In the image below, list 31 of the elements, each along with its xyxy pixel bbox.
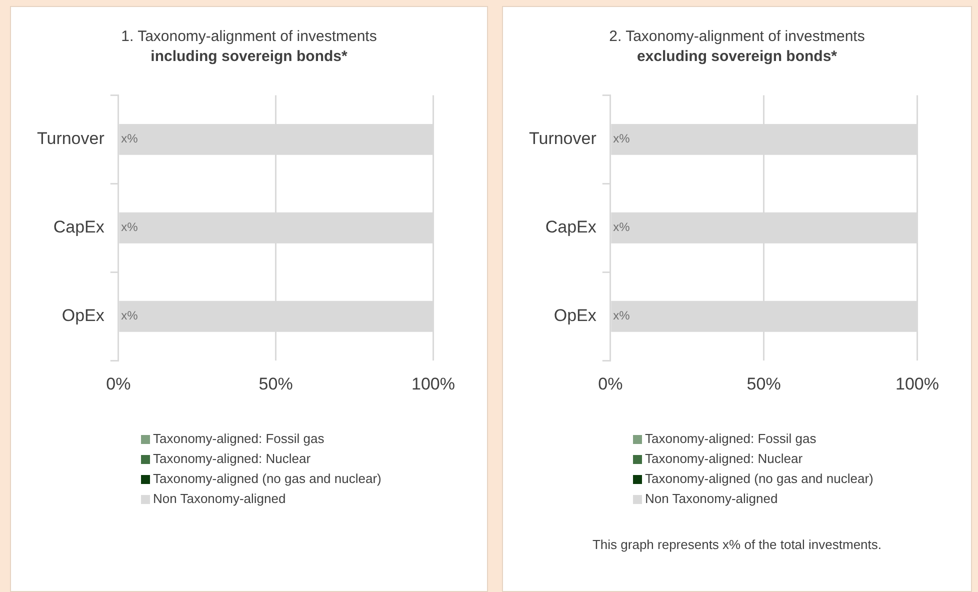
text: This graph represents x% of the total investments. xyxy=(591,537,883,552)
data-label: x% xyxy=(613,132,630,146)
y-tick-label: CapEx xyxy=(53,218,105,237)
x-tick-label: 50% xyxy=(258,374,293,394)
x-tick-label: 100% xyxy=(412,374,455,394)
data-label: x% xyxy=(121,132,138,146)
chart-subtitle: excluding sovereign bonds* xyxy=(636,47,838,67)
x-tick-label: 0% xyxy=(598,374,623,394)
x-tick-label: 50% xyxy=(746,374,781,394)
chart-title: 1. Taxonomy-alignment of investments xyxy=(120,27,378,47)
data-label: x% xyxy=(121,220,138,234)
x-tick-label: 100% xyxy=(896,374,939,394)
y-tick-label: CapEx xyxy=(545,218,597,237)
legend-label: Taxonomy-aligned: Fossil gas xyxy=(645,430,816,448)
legend-label: Taxonomy-aligned (no gas and nuclear) xyxy=(153,470,382,488)
y-tick-label: Turnover xyxy=(36,129,105,148)
data-label: x% xyxy=(613,308,630,323)
legend-label: Non Taxonomy-aligned xyxy=(645,490,778,508)
legend-label: Taxonomy-aligned: Fossil gas xyxy=(153,430,324,448)
legend-label: Taxonomy-aligned (no gas and nuclear) xyxy=(645,470,874,488)
data-label: x% xyxy=(121,308,138,323)
legend-label: Non Taxonomy-aligned xyxy=(153,490,286,508)
x-tick-label: 0% xyxy=(106,374,131,394)
chart-subtitle: including sovereign bonds* xyxy=(150,47,348,67)
y-tick-label: OpEx xyxy=(554,306,597,326)
legend-label: Taxonomy-aligned: Nuclear xyxy=(645,450,803,468)
y-tick-label: Turnover xyxy=(528,129,597,148)
chart-title: 2. Taxonomy-alignment of investments xyxy=(608,27,866,47)
data-label: x% xyxy=(613,220,630,234)
legend-label: Taxonomy-aligned: Nuclear xyxy=(153,450,311,468)
y-tick-label: OpEx xyxy=(62,306,105,326)
